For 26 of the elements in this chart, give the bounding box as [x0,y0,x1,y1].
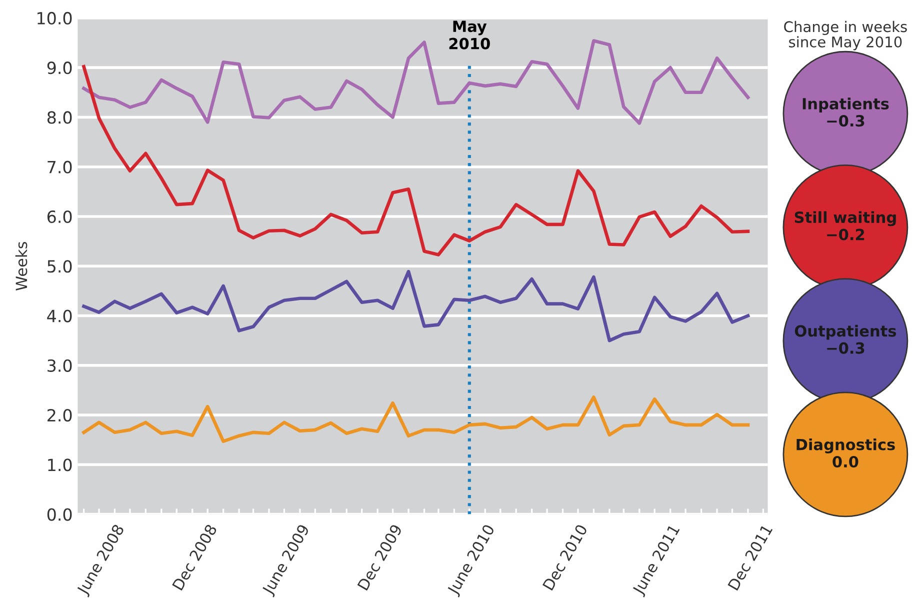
y-tick-label: 4.0 [47,310,72,322]
y-tick-label: 3.0 [48,359,72,372]
y-tick-label: 9.0 [47,62,72,74]
y-tick-label: 7.0 [48,160,72,174]
ref-line-label: May 2010 [449,20,490,50]
y-tick-label: 0.0 [47,508,72,521]
line-series [82,64,750,256]
line-series [82,39,750,125]
text: −0.3 [827,115,864,127]
y-axis-title: Weeks [15,242,28,291]
y-tick-label: 2.0 [48,408,72,422]
y-tick-label: 6.0 [47,210,72,224]
line-series [82,270,750,342]
y-tick-label: 10.0 [38,12,72,25]
text: −0.2 [827,228,864,240]
legend-title: Change in weeks since May 2010 [784,20,907,50]
y-tick-label: 8.0 [47,111,72,124]
line-series [82,395,750,443]
text: Inpatients [802,98,889,112]
y-tick-label: 5.0 [48,260,72,273]
text: Still waiting [794,211,896,226]
y-tick-label: 1.0 [48,458,72,472]
text: 0.0 [832,456,858,468]
text: Diagnostics [796,438,895,454]
text: Outpatients [794,324,896,340]
text: −0.3 [827,342,864,354]
